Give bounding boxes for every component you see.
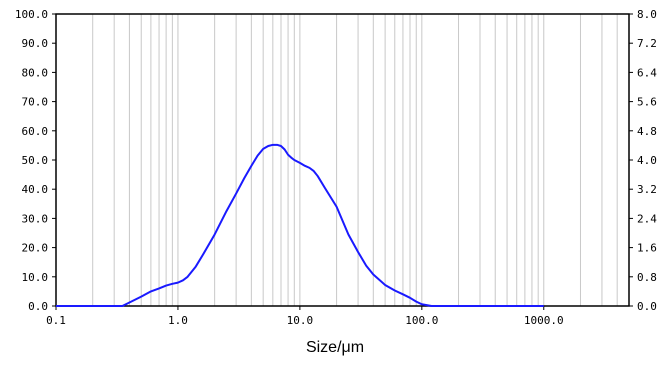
y-right-tick-label: 0.8 [637,271,657,284]
y-right-tick-label: 4.0 [637,154,657,167]
y-left-tick-label: 40.0 [22,183,49,196]
distribution-curve [56,143,544,307]
y-right-tick-label: 0.0 [637,300,657,313]
y-right-tick-label: 4.8 [637,125,657,138]
y-right-tick-label: 2.4 [637,212,657,225]
x-tick-label: 10.0 [287,314,314,327]
y-left-tick-label: 50.0 [22,154,49,167]
y-left-tick-label: 30.0 [22,212,49,225]
x-tick-label: 1.0 [168,314,188,327]
y-left-tick-label: 100.0 [15,8,48,21]
x-tick-label: 0.1 [46,314,66,327]
series-layer [56,143,544,307]
x-tick-label: 100.0 [405,314,438,327]
y-left-tick-label: 90.0 [22,37,49,50]
y-right-tick-label: 8.0 [637,8,657,21]
axes-layer [52,13,633,310]
y-left-tick-label: 0.0 [28,300,48,313]
y-right-tick-label: 5.6 [637,96,657,109]
y-left-tick-label: 20.0 [22,242,49,255]
y-left-tick-label: 70.0 [22,96,49,109]
y-right-tick-label: 3.2 [637,183,657,196]
x-axis-label: Size/μm [306,339,364,356]
y-right-tick-label: 6.4 [637,66,657,79]
grid-layer [92,14,618,306]
y-right-tick-label: 7.2 [637,37,657,50]
y-right-tick-label: 1.6 [637,242,657,255]
x-tick-label: 1000.0 [524,314,564,327]
y-left-tick-label: 80.0 [22,66,49,79]
y-left-tick-label: 60.0 [22,125,49,138]
labels-layer: 0.0 10.0 20.0 30.0 40.0 50.0 60.0 70.0 80.0 90.0 1… [15,8,657,327]
plot-frame [55,13,630,307]
y-left-tick-label: 10.0 [22,271,49,284]
